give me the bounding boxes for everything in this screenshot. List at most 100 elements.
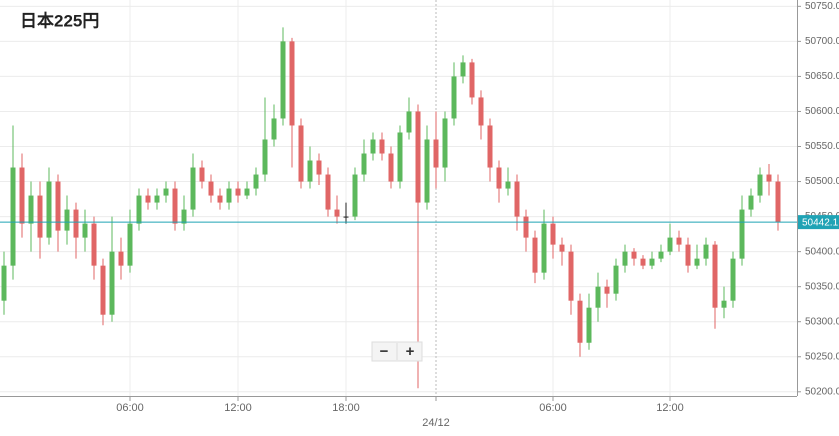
candle-body — [577, 300, 583, 343]
candle-body — [640, 258, 646, 266]
candle-body — [325, 174, 331, 210]
candle-body — [775, 181, 781, 223]
candle-body — [397, 132, 403, 182]
candle-body — [226, 188, 232, 203]
candle-body — [469, 62, 475, 98]
candle-body — [541, 223, 547, 273]
candle-body — [352, 174, 358, 217]
candle-body — [703, 244, 709, 259]
candle-body — [496, 167, 502, 189]
candle-body — [46, 181, 52, 238]
candle-body — [550, 223, 556, 245]
candle-body — [109, 251, 115, 315]
candle-body — [235, 188, 241, 196]
candle-body — [424, 139, 430, 203]
candle-body — [487, 125, 493, 168]
candle-body — [604, 286, 610, 294]
candle-body — [730, 258, 736, 301]
x-tick-label: 06:00 — [116, 402, 144, 414]
y-tick-label: 50500.0 — [805, 176, 839, 187]
candle-body — [262, 139, 268, 175]
candle-body — [19, 167, 25, 224]
candle-body — [460, 62, 466, 77]
candle-body — [316, 160, 322, 175]
candle-body — [334, 209, 340, 217]
candle-body — [676, 237, 682, 245]
candle-body — [712, 244, 718, 308]
candle-body — [622, 251, 628, 266]
candle-body — [73, 209, 79, 238]
x-tick-label: 12:00 — [224, 402, 252, 414]
last-price-label: 50442.1 — [802, 217, 839, 228]
candle-body — [766, 174, 772, 182]
candle-body — [415, 111, 421, 203]
candle-body — [694, 258, 700, 266]
candle-body — [361, 153, 367, 175]
zoom-out-button[interactable]: − — [380, 343, 389, 360]
candle-body — [568, 251, 574, 301]
candle-body — [190, 167, 196, 210]
candle-body — [532, 237, 538, 273]
candle-body — [145, 195, 151, 203]
candle-body — [163, 188, 169, 196]
candle-body — [370, 139, 376, 154]
candle-body — [280, 41, 286, 119]
y-tick-label: 50350.0 — [805, 281, 839, 292]
y-tick-label: 50600.0 — [805, 106, 839, 117]
candle-body — [505, 181, 511, 189]
y-tick-label: 50200.0 — [805, 386, 839, 397]
candles — [1, 27, 781, 389]
candle-body — [388, 153, 394, 182]
chart-title: 日本225円 — [20, 10, 99, 30]
candle-body — [757, 174, 763, 196]
candle-body — [433, 139, 439, 168]
candle-body — [37, 195, 43, 238]
grid — [0, 0, 797, 396]
candle-body — [595, 286, 601, 308]
x-tick-label: 24/12 — [422, 417, 450, 429]
y-tick-label: 50400.0 — [805, 246, 839, 257]
candle-body — [271, 118, 277, 140]
candle-body — [739, 209, 745, 259]
y-tick-label: 50650.0 — [805, 71, 839, 82]
candle-body — [721, 300, 727, 308]
candle-body — [154, 195, 160, 203]
candle-body — [613, 265, 619, 294]
candle-body — [253, 174, 259, 189]
last-price-tag — [798, 215, 839, 230]
candle-body — [208, 181, 214, 196]
candle-body — [28, 195, 34, 224]
y-tick-label: 50700.0 — [805, 36, 839, 47]
candle-body — [55, 181, 61, 231]
candle-body — [649, 258, 655, 266]
candle-body — [685, 244, 691, 266]
candle-body — [748, 195, 754, 210]
candle-body — [523, 216, 529, 238]
y-tick-label: 50750.0 — [805, 1, 839, 12]
candle-body — [307, 160, 313, 182]
candle-body — [442, 118, 448, 168]
candle-body — [406, 111, 412, 133]
candle-body — [100, 265, 106, 315]
zoom-in-button[interactable]: + — [406, 343, 415, 360]
candle-body — [82, 223, 88, 238]
x-tick-label: 18:00 — [332, 402, 360, 414]
y-tick-label: 50250.0 — [805, 351, 839, 362]
candle-body — [379, 139, 385, 154]
candle-body — [298, 125, 304, 182]
candle-body — [289, 41, 295, 126]
candle-body — [631, 251, 637, 259]
candle-body — [514, 181, 520, 217]
candle-body — [181, 209, 187, 224]
candle-body — [10, 167, 16, 266]
x-tick-label: 06:00 — [539, 402, 567, 414]
candle-body — [199, 167, 205, 182]
candle-body — [127, 223, 133, 266]
y-tick-label: 50300.0 — [805, 316, 839, 327]
y-tick-label: 50550.0 — [805, 141, 839, 152]
candle-body — [64, 209, 70, 231]
candle-body — [586, 307, 592, 343]
candle-body — [343, 216, 349, 218]
